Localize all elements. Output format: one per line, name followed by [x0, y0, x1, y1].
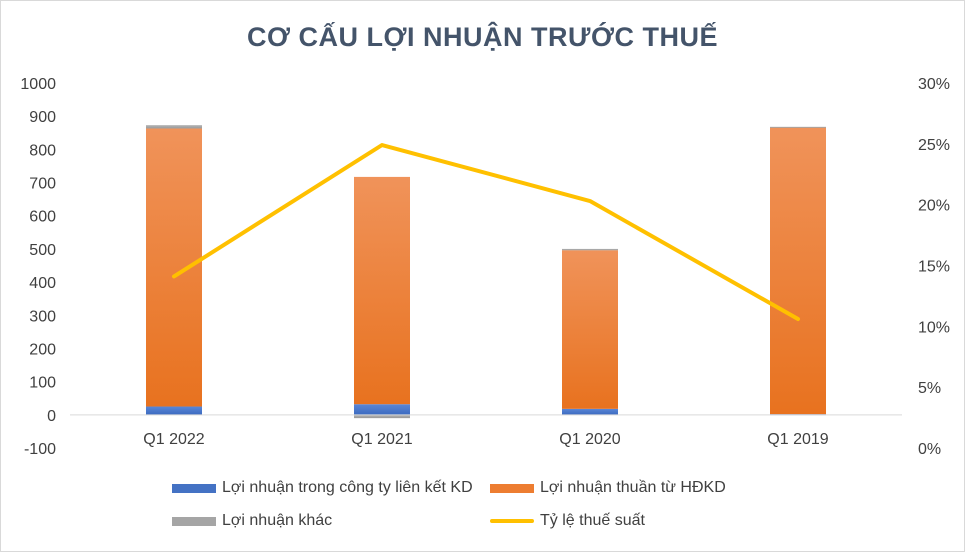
- x-tick-label: Q1 2020: [559, 431, 620, 448]
- y-left-tick-label: 700: [29, 176, 56, 193]
- y-left-tick-label: 200: [29, 341, 56, 358]
- legend-swatch-tax-rate: [490, 519, 534, 523]
- bar-other: [770, 126, 826, 128]
- legend-swatch-other: [172, 516, 216, 526]
- y-right-tick-label: 15%: [918, 259, 950, 276]
- legend-label-tax-rate: Tỷ lệ thuế suất: [540, 512, 645, 529]
- y-left-tick-label: 500: [29, 242, 56, 259]
- bar-other: [354, 414, 410, 419]
- y-right-tick-label: 5%: [918, 380, 941, 397]
- y-left-tick-label: -100: [24, 441, 56, 458]
- y-left-tick-label: 1000: [20, 76, 56, 93]
- y-left-tick-label: 400: [29, 275, 56, 292]
- y-left-tick-label: 600: [29, 209, 56, 226]
- bar-other: [146, 125, 202, 129]
- x-tick-label: Q1 2022: [143, 431, 204, 448]
- y-left-tick-label: 800: [29, 142, 56, 159]
- y-right-tick-label: 30%: [918, 76, 950, 93]
- legend-item-operating: Lợi nhuận thuần từ HĐKD: [490, 479, 726, 497]
- bar-operating: [354, 176, 410, 405]
- bar-associates: [354, 404, 410, 415]
- legend-item-associates: Lợi nhuận trong công ty liên kết KD: [172, 479, 473, 497]
- legend-swatch-associates: [172, 483, 216, 493]
- chart-title: CƠ CẤU LỢI NHUẬN TRƯỚC THUẾ: [247, 22, 718, 52]
- x-tick-label: Q1 2019: [767, 431, 828, 448]
- y-left-tick-label: 900: [29, 109, 56, 126]
- bar-operating: [562, 250, 618, 409]
- legend-item-other: Lợi nhuận khác: [172, 512, 332, 530]
- y-left-tick-label: 300: [29, 308, 56, 325]
- y-left-tick-label: 0: [47, 408, 56, 425]
- legend-label-operating: Lợi nhuận thuần từ HĐKD: [540, 479, 726, 496]
- legend-label-other: Lợi nhuận khác: [222, 512, 333, 529]
- bar-associates: [146, 406, 202, 415]
- y-right-tick-label: 25%: [918, 137, 950, 154]
- y-right-tick-label: 10%: [918, 319, 950, 336]
- bar-other: [562, 248, 618, 251]
- bar-operating: [146, 128, 202, 407]
- x-tick-label: Q1 2021: [351, 431, 412, 448]
- bar-associates: [562, 408, 618, 415]
- series-line-tax-rate: [172, 143, 800, 322]
- legend-swatch-operating: [490, 483, 534, 493]
- y-right-tick-label: 20%: [918, 198, 950, 215]
- y-left-tick-label: 100: [29, 375, 56, 392]
- y-right-tick-label: 0%: [918, 441, 941, 458]
- bar-operating: [770, 127, 826, 415]
- legend-item-tax-rate: Tỷ lệ thuế suất: [490, 512, 645, 530]
- legend-label-associates: Lợi nhuận trong công ty liên kết KD: [222, 479, 473, 496]
